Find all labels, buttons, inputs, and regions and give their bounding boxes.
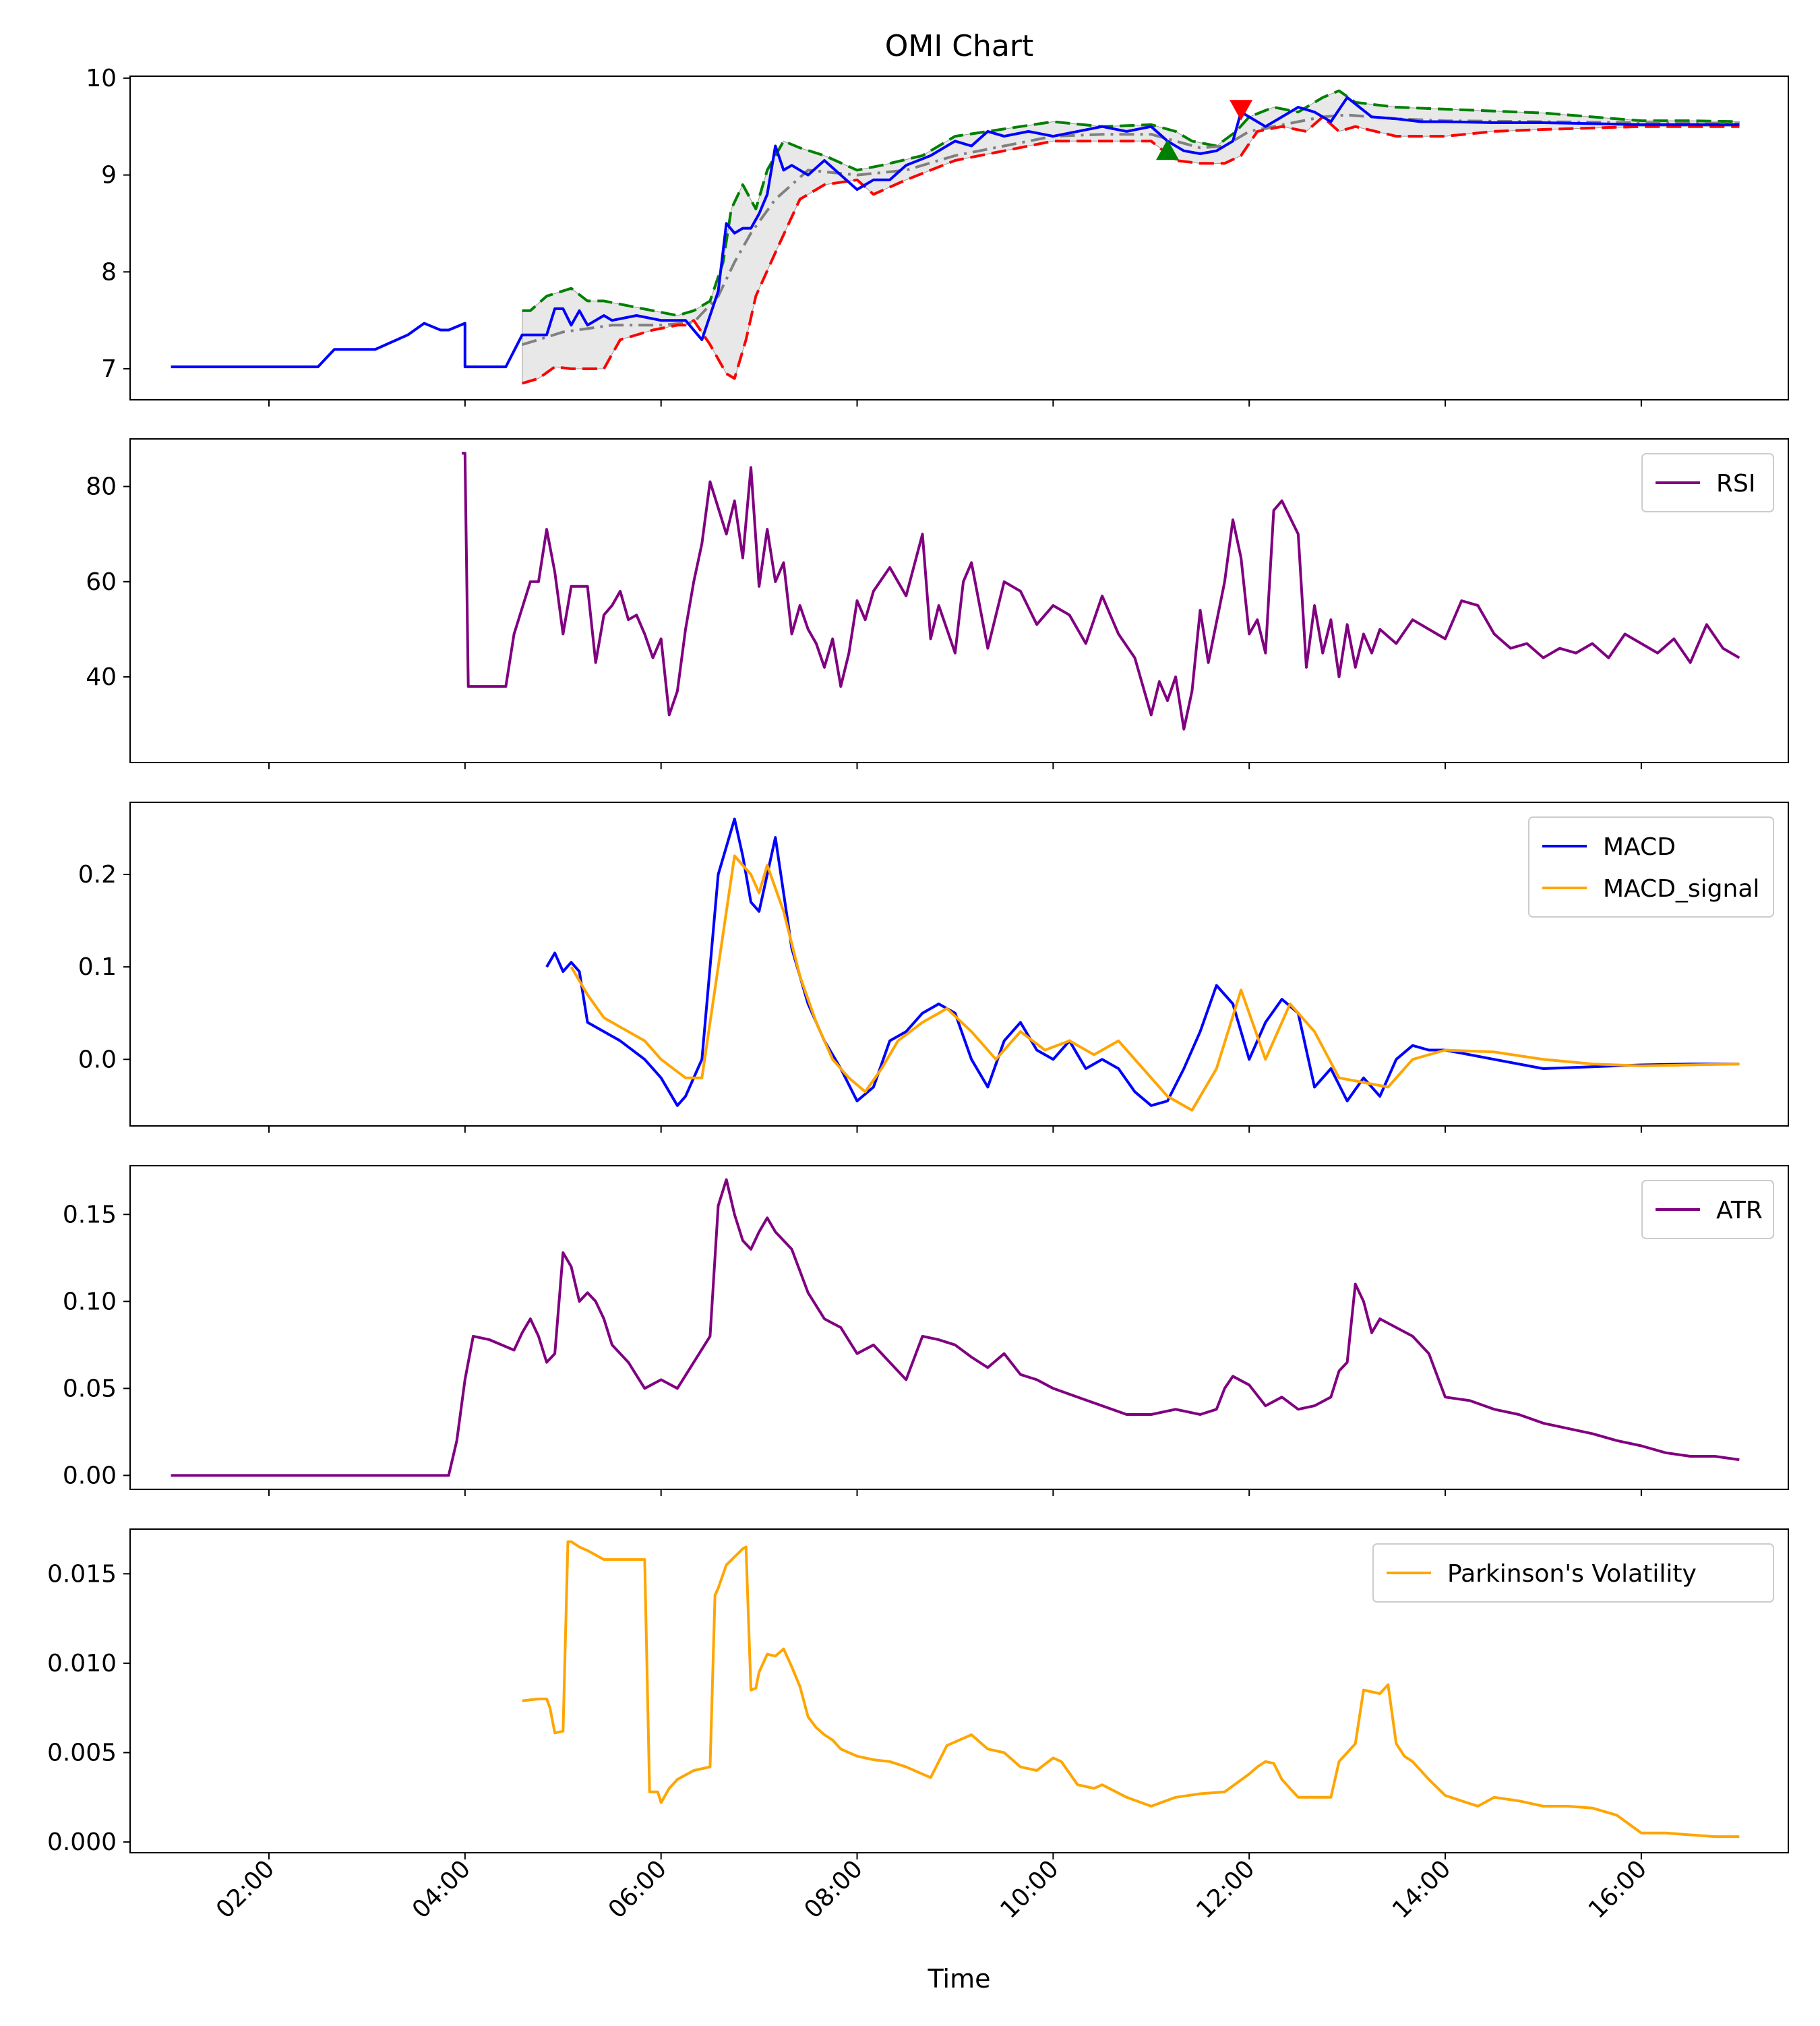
y-tick-label: 0.05	[63, 1375, 117, 1402]
x-tick-label: 08:00	[799, 1855, 868, 1924]
panel-parkinson: 0.000 0.005 0.010 0.015 02:00 04:00 06:00 08:00…	[47, 1528, 1789, 1924]
y-tick-label: 0.15	[63, 1201, 117, 1228]
buy-signal-marker	[1156, 139, 1180, 160]
panel-atr: 0.00 0.05 0.10 0.15 ATR	[63, 1165, 1789, 1496]
legend-label: Parkinson's Volatility	[1447, 1560, 1697, 1588]
legend-parkinson: Parkinson's Volatility	[1372, 1543, 1774, 1603]
legend-macd: MACD MACD_signal	[1528, 816, 1774, 918]
x-axis-label: Time	[928, 1964, 991, 1994]
sell-signal-marker	[1230, 100, 1253, 121]
y-tick-label: 0.00	[63, 1462, 117, 1489]
x-tick-label: 10:00	[995, 1855, 1064, 1924]
x-tick-label: 12:00	[1191, 1855, 1260, 1924]
legend-box	[1641, 1180, 1774, 1239]
y-tick-label: 60	[86, 568, 117, 596]
legend-label: ATR	[1716, 1197, 1763, 1224]
plot-area-rsi	[462, 452, 1740, 731]
axes-frame-atr	[129, 1165, 1789, 1490]
plot-area-parkinson	[522, 1540, 1740, 1839]
series-line-parkinson-s-volatility	[522, 1540, 1740, 1839]
series-line-macd	[545, 817, 1740, 1107]
panel-price: 7 8 9 10	[86, 65, 1789, 407]
legend-box	[1641, 453, 1774, 512]
series-line-lower-band	[522, 115, 1740, 385]
legend-label: MACD_signal	[1603, 875, 1759, 903]
axes-frame-rsi	[129, 438, 1789, 763]
legend-atr: ATR	[1641, 1180, 1774, 1239]
series-line-upper-band	[522, 89, 1740, 317]
legend-label: RSI	[1716, 470, 1755, 498]
y-tick-label: 10	[86, 65, 117, 92]
axes-frame-parkinson	[129, 1528, 1789, 1853]
y-tick-label: 0.0	[78, 1046, 117, 1073]
axes-frame-price	[129, 76, 1789, 400]
y-tick-label: 0.1	[78, 953, 117, 981]
y-tick-label: 0.10	[63, 1288, 117, 1315]
legend-label: MACD	[1603, 833, 1676, 861]
series-line-rsi	[462, 452, 1740, 731]
panel-rsi: 40 60 80 RSI	[86, 438, 1789, 769]
x-tick-label: 02:00	[211, 1855, 280, 1924]
x-tick-label: 14:00	[1387, 1855, 1456, 1924]
y-tick-label: 0.015	[47, 1560, 117, 1588]
y-tick-label: 0.000	[47, 1828, 117, 1856]
y-tick-label: 40	[86, 663, 117, 691]
y-tick-label: 0.2	[78, 861, 117, 889]
y-tick-label: 7	[101, 355, 117, 383]
plot-area-price	[171, 89, 1740, 385]
x-tick-label: 04:00	[407, 1855, 476, 1924]
legend-box	[1372, 1543, 1774, 1603]
panel-macd: 0.0 0.1 0.2 MACD MACD_signal	[78, 802, 1789, 1133]
plot-area-macd	[545, 817, 1740, 1112]
x-tick-label: 16:00	[1583, 1855, 1652, 1924]
legend-box	[1528, 816, 1774, 918]
y-tick-label: 0.010	[47, 1650, 117, 1677]
y-tick-label: 0.005	[47, 1739, 117, 1766]
y-tick-label: 9	[101, 162, 117, 189]
series-line-middle-band	[522, 113, 1740, 347]
y-tick-label: 8	[101, 258, 117, 286]
plot-area-atr	[171, 1178, 1740, 1477]
chart-title: OMI Chart	[885, 29, 1033, 63]
series-line-macd-signal	[570, 854, 1740, 1112]
series-line-price	[171, 96, 1740, 369]
legend-rsi: RSI	[1641, 453, 1774, 512]
axes-frame-macd	[129, 802, 1789, 1127]
y-tick-label: 80	[86, 473, 117, 501]
x-tick-label: 06:00	[603, 1855, 672, 1924]
series-line-atr	[171, 1178, 1740, 1477]
